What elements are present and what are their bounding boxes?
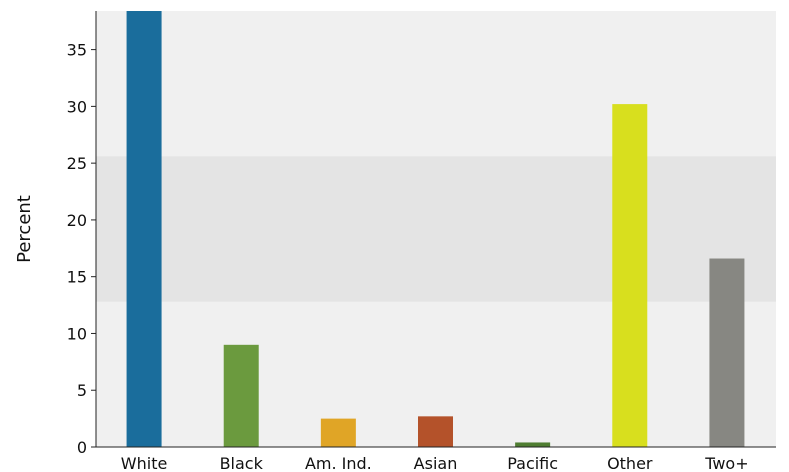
y-tick-label: 15 (67, 268, 87, 287)
y-tick-label: 35 (67, 41, 87, 60)
bar-pacific (515, 442, 551, 447)
bar-white (126, 11, 162, 447)
x-tick-label: Am. Ind. (305, 454, 372, 472)
y-tick-label: 25 (67, 154, 87, 173)
y-tick-label: 30 (67, 97, 87, 116)
x-tick-label: Two+ (704, 454, 748, 472)
y-tick-label: 20 (67, 211, 87, 230)
bars-group (126, 11, 745, 448)
y-tick-label: 5 (77, 381, 87, 400)
x-tick-label: Other (607, 454, 653, 472)
bar-am-ind (320, 418, 356, 447)
bar-two (709, 258, 745, 447)
y-tick-label: 10 (67, 324, 87, 343)
bar-black (223, 344, 259, 447)
x-tick-label: White (121, 454, 168, 472)
y-tick-label: 0 (77, 438, 87, 457)
y-axis: 0 5 10 15 20 25 30 35 (67, 11, 97, 457)
x-axis: White Black Am. Ind. Asian Pacific Other Two+ (96, 446, 776, 472)
x-tick-label: Black (220, 454, 264, 472)
y-axis-title: Percent (14, 195, 35, 263)
shaded-band (96, 156, 776, 302)
x-tick-label: Asian (414, 454, 458, 472)
bar-other (612, 104, 648, 448)
bar-asian (418, 416, 453, 447)
x-tick-label: Pacific (507, 454, 558, 472)
